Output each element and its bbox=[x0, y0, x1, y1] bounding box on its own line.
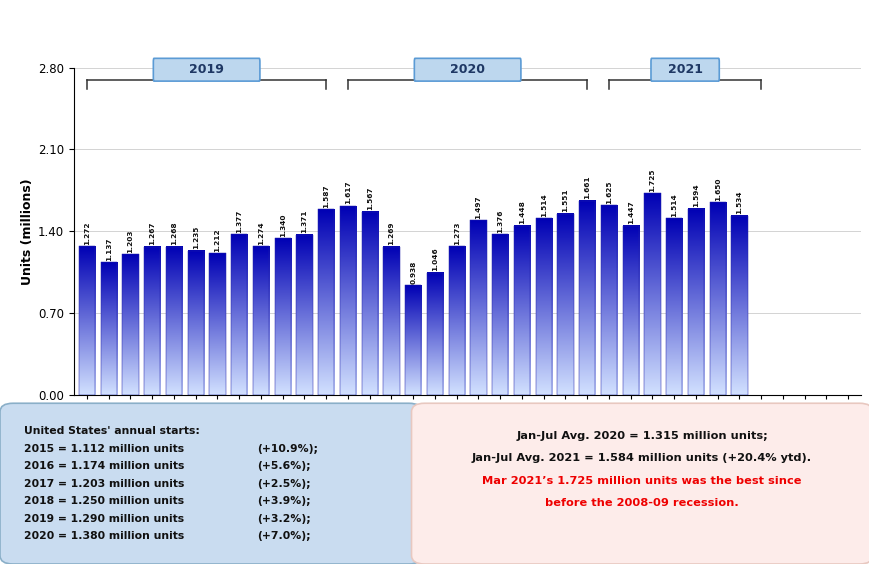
X-axis label: Year and month: Year and month bbox=[412, 429, 522, 442]
Bar bbox=[579, 201, 594, 395]
Bar bbox=[101, 262, 116, 395]
Bar bbox=[687, 209, 703, 395]
Bar bbox=[557, 214, 573, 395]
Text: 1.137: 1.137 bbox=[106, 237, 111, 261]
Text: (+3.2%);: (+3.2%); bbox=[256, 514, 310, 524]
Text: 1.514: 1.514 bbox=[671, 193, 676, 217]
Text: 1.448: 1.448 bbox=[519, 200, 524, 224]
Text: 2018 = 1.250 million units: 2018 = 1.250 million units bbox=[24, 496, 184, 506]
Bar bbox=[318, 209, 334, 395]
Bar bbox=[79, 246, 95, 395]
Bar bbox=[144, 247, 160, 395]
Bar bbox=[470, 220, 486, 395]
Text: 2020: 2020 bbox=[449, 63, 485, 76]
Text: 1.371: 1.371 bbox=[302, 210, 307, 233]
Text: 1.212: 1.212 bbox=[215, 228, 220, 252]
Text: (+7.0%);: (+7.0%); bbox=[256, 531, 310, 541]
Text: 1.497: 1.497 bbox=[475, 195, 481, 218]
Text: 1.447: 1.447 bbox=[627, 201, 633, 224]
Text: 1.268: 1.268 bbox=[171, 222, 176, 245]
Text: 1.340: 1.340 bbox=[280, 213, 285, 237]
Bar bbox=[362, 212, 377, 395]
Text: 1.046: 1.046 bbox=[432, 248, 437, 271]
Bar bbox=[622, 226, 638, 395]
Text: 1.203: 1.203 bbox=[128, 230, 133, 253]
Bar bbox=[188, 250, 203, 395]
Text: 1.625: 1.625 bbox=[606, 180, 611, 204]
Text: 2020 = 1.380 million units: 2020 = 1.380 million units bbox=[24, 531, 184, 541]
Text: 1.267: 1.267 bbox=[149, 222, 155, 245]
Text: 0.938: 0.938 bbox=[410, 261, 415, 284]
Bar bbox=[405, 285, 421, 395]
Text: 2019 = 1.290 million units: 2019 = 1.290 million units bbox=[24, 514, 184, 524]
Text: 1.661: 1.661 bbox=[584, 176, 589, 199]
Text: 2017 = 1.203 million units: 2017 = 1.203 million units bbox=[24, 479, 184, 489]
Text: 1.587: 1.587 bbox=[323, 184, 328, 208]
Bar bbox=[666, 218, 681, 395]
Text: 1.269: 1.269 bbox=[388, 222, 394, 245]
Bar bbox=[253, 246, 269, 395]
Bar bbox=[448, 246, 464, 395]
FancyBboxPatch shape bbox=[153, 58, 260, 81]
Bar bbox=[231, 234, 247, 395]
Text: 1.725: 1.725 bbox=[649, 169, 654, 192]
Bar bbox=[275, 238, 290, 395]
Bar bbox=[600, 205, 616, 395]
Bar bbox=[535, 218, 551, 395]
Text: 1.567: 1.567 bbox=[367, 187, 372, 210]
Text: 1.551: 1.551 bbox=[562, 188, 567, 212]
Bar bbox=[209, 253, 225, 395]
Y-axis label: Units (millions): Units (millions) bbox=[21, 178, 34, 285]
Text: (+3.9%);: (+3.9%); bbox=[256, 496, 310, 506]
Bar bbox=[296, 235, 312, 395]
Bar bbox=[644, 193, 660, 395]
Text: 1.514: 1.514 bbox=[541, 193, 546, 217]
Bar bbox=[123, 254, 138, 395]
Text: (+5.6%);: (+5.6%); bbox=[256, 461, 310, 472]
Text: 1.650: 1.650 bbox=[714, 177, 720, 201]
FancyBboxPatch shape bbox=[650, 58, 719, 81]
Text: Jan-Jul Avg. 2020 = 1.315 million units;: Jan-Jul Avg. 2020 = 1.315 million units; bbox=[515, 431, 767, 442]
Text: 2019: 2019 bbox=[189, 63, 224, 76]
Text: 1.594: 1.594 bbox=[693, 183, 698, 207]
Bar bbox=[427, 272, 442, 395]
Bar bbox=[514, 226, 529, 395]
Bar bbox=[383, 246, 399, 395]
Text: 2016 = 1.174 million units: 2016 = 1.174 million units bbox=[24, 461, 184, 472]
Text: 1.274: 1.274 bbox=[258, 221, 263, 245]
Text: 1.376: 1.376 bbox=[497, 209, 502, 232]
Bar bbox=[166, 246, 182, 395]
Text: (+2.5%);: (+2.5%); bbox=[256, 479, 310, 489]
Text: 1.273: 1.273 bbox=[454, 221, 459, 245]
Text: 1.377: 1.377 bbox=[236, 209, 242, 232]
FancyBboxPatch shape bbox=[414, 58, 521, 81]
Text: before the 2008-09 recession.: before the 2008-09 recession. bbox=[545, 498, 738, 508]
Text: Mar 2021’s 1.725 million units was the best since: Mar 2021’s 1.725 million units was the b… bbox=[481, 477, 801, 487]
Text: (+10.9%);: (+10.9%); bbox=[256, 444, 317, 454]
Bar bbox=[340, 206, 355, 395]
Text: 1.235: 1.235 bbox=[193, 226, 198, 249]
Text: 1.534: 1.534 bbox=[736, 191, 741, 214]
Bar bbox=[709, 202, 725, 395]
Bar bbox=[492, 234, 507, 395]
Text: 2015 = 1.112 million units: 2015 = 1.112 million units bbox=[24, 444, 184, 454]
Text: 1.617: 1.617 bbox=[345, 181, 350, 205]
Text: 1.272: 1.272 bbox=[84, 221, 90, 245]
Text: 2021: 2021 bbox=[667, 63, 702, 76]
Text: United States' annual starts:: United States' annual starts: bbox=[24, 426, 200, 436]
Bar bbox=[731, 215, 746, 395]
Text: Jan-Jul Avg. 2021 = 1.584 million units (+20.4% ytd).: Jan-Jul Avg. 2021 = 1.584 million units … bbox=[472, 453, 811, 463]
